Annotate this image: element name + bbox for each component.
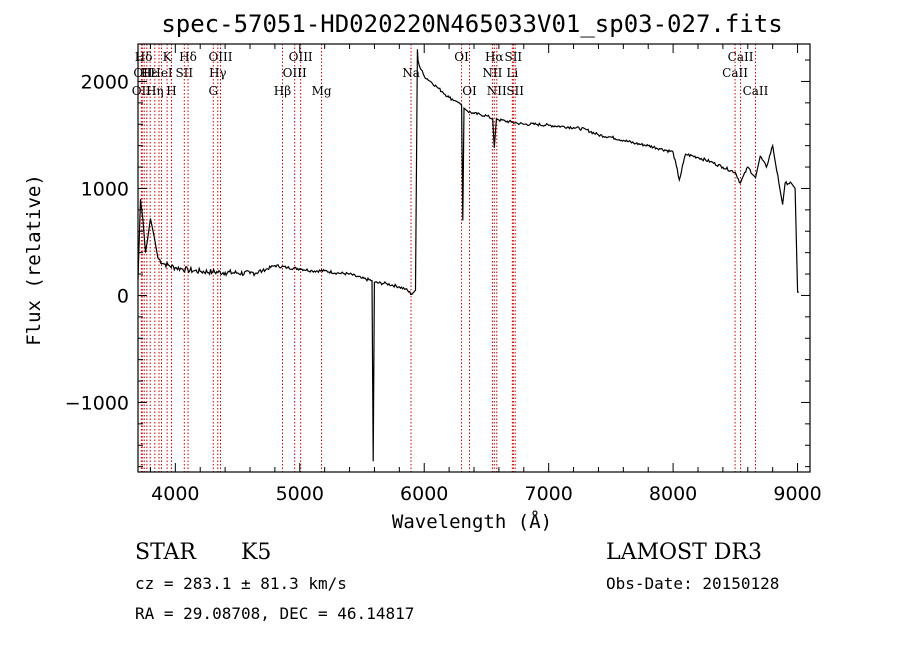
- y-axis-label: Flux (relative): [23, 174, 45, 346]
- spectrum-series-line: [137, 49, 799, 462]
- x-axis-label: Wavelength (Å): [392, 510, 552, 533]
- y-tick-label: 0: [117, 285, 129, 307]
- y-tick-label: 2000: [81, 71, 129, 93]
- x-tick-label: 8000: [649, 483, 697, 505]
- object-subclass: K5: [241, 540, 271, 565]
- spectral-line-label: NII: [487, 84, 507, 98]
- spectral-line-label: CaII: [728, 50, 754, 64]
- axis-ticks: 4000 5000 6000 7000 8000 9000 −1000 0 1000 2000: [65, 44, 822, 505]
- spectral-line-label: NII: [482, 66, 502, 80]
- spectral-line-label: OIII: [289, 50, 313, 64]
- spectral-line-label: SII: [504, 50, 522, 64]
- spectral-line-label: H: [166, 84, 176, 98]
- survey-name: LAMOST DR3: [606, 540, 762, 565]
- spectral-line-label: Hδ: [179, 50, 197, 64]
- plot-frame: [137, 43, 811, 473]
- spectral-line-label: Mg: [312, 84, 332, 98]
- spectral-line-label: Hα: [485, 50, 504, 64]
- spectral-line-label: G: [208, 84, 218, 98]
- y-tick-label: 1000: [81, 178, 129, 200]
- spectral-line-label: K: [163, 50, 173, 64]
- x-tick-label: 4000: [151, 483, 199, 505]
- x-tick-label: 6000: [400, 483, 448, 505]
- chart-title: spec-57051-HD020220N465033V01_sp03-027.f…: [161, 10, 782, 38]
- spectral-line-label: Hε: [141, 66, 158, 80]
- spectral-line-markers: [140, 44, 756, 472]
- spectral-line-label: Hγ: [209, 66, 227, 80]
- spectral-line-label: Hβ: [274, 84, 291, 98]
- observation-date: Obs-Date: 20150128: [606, 574, 779, 593]
- spectral-line-label: Hη: [146, 84, 164, 98]
- x-tick-label: 9000: [773, 483, 821, 505]
- x-tick-label: 7000: [524, 483, 572, 505]
- spectral-line-label: Li: [506, 66, 518, 80]
- object-class: STAR: [135, 540, 197, 565]
- spectral-line-label: SII: [506, 84, 524, 98]
- coordinates: RA = 29.08708, DEC = 46.14817: [135, 604, 414, 623]
- spectral-line-label: OI: [462, 84, 477, 98]
- y-tick-label: −1000: [65, 392, 129, 414]
- spectral-line-label: HeI: [150, 66, 173, 80]
- redshift-cz: cz = 283.1 ± 81.3 km/s: [135, 574, 347, 593]
- spectral-line-label: CaII: [743, 84, 769, 98]
- spectral-line-label: OI: [454, 50, 469, 64]
- spectral-line-label: OIII: [208, 50, 232, 64]
- spectral-line-label: OII: [132, 84, 152, 98]
- spectral-line-label: SII: [175, 66, 193, 80]
- spectral-line-label: CaII: [722, 66, 748, 80]
- spectral-line-label: Na: [402, 66, 420, 80]
- spectral-line-label: OIII: [283, 66, 307, 80]
- x-tick-label: 5000: [276, 483, 324, 505]
